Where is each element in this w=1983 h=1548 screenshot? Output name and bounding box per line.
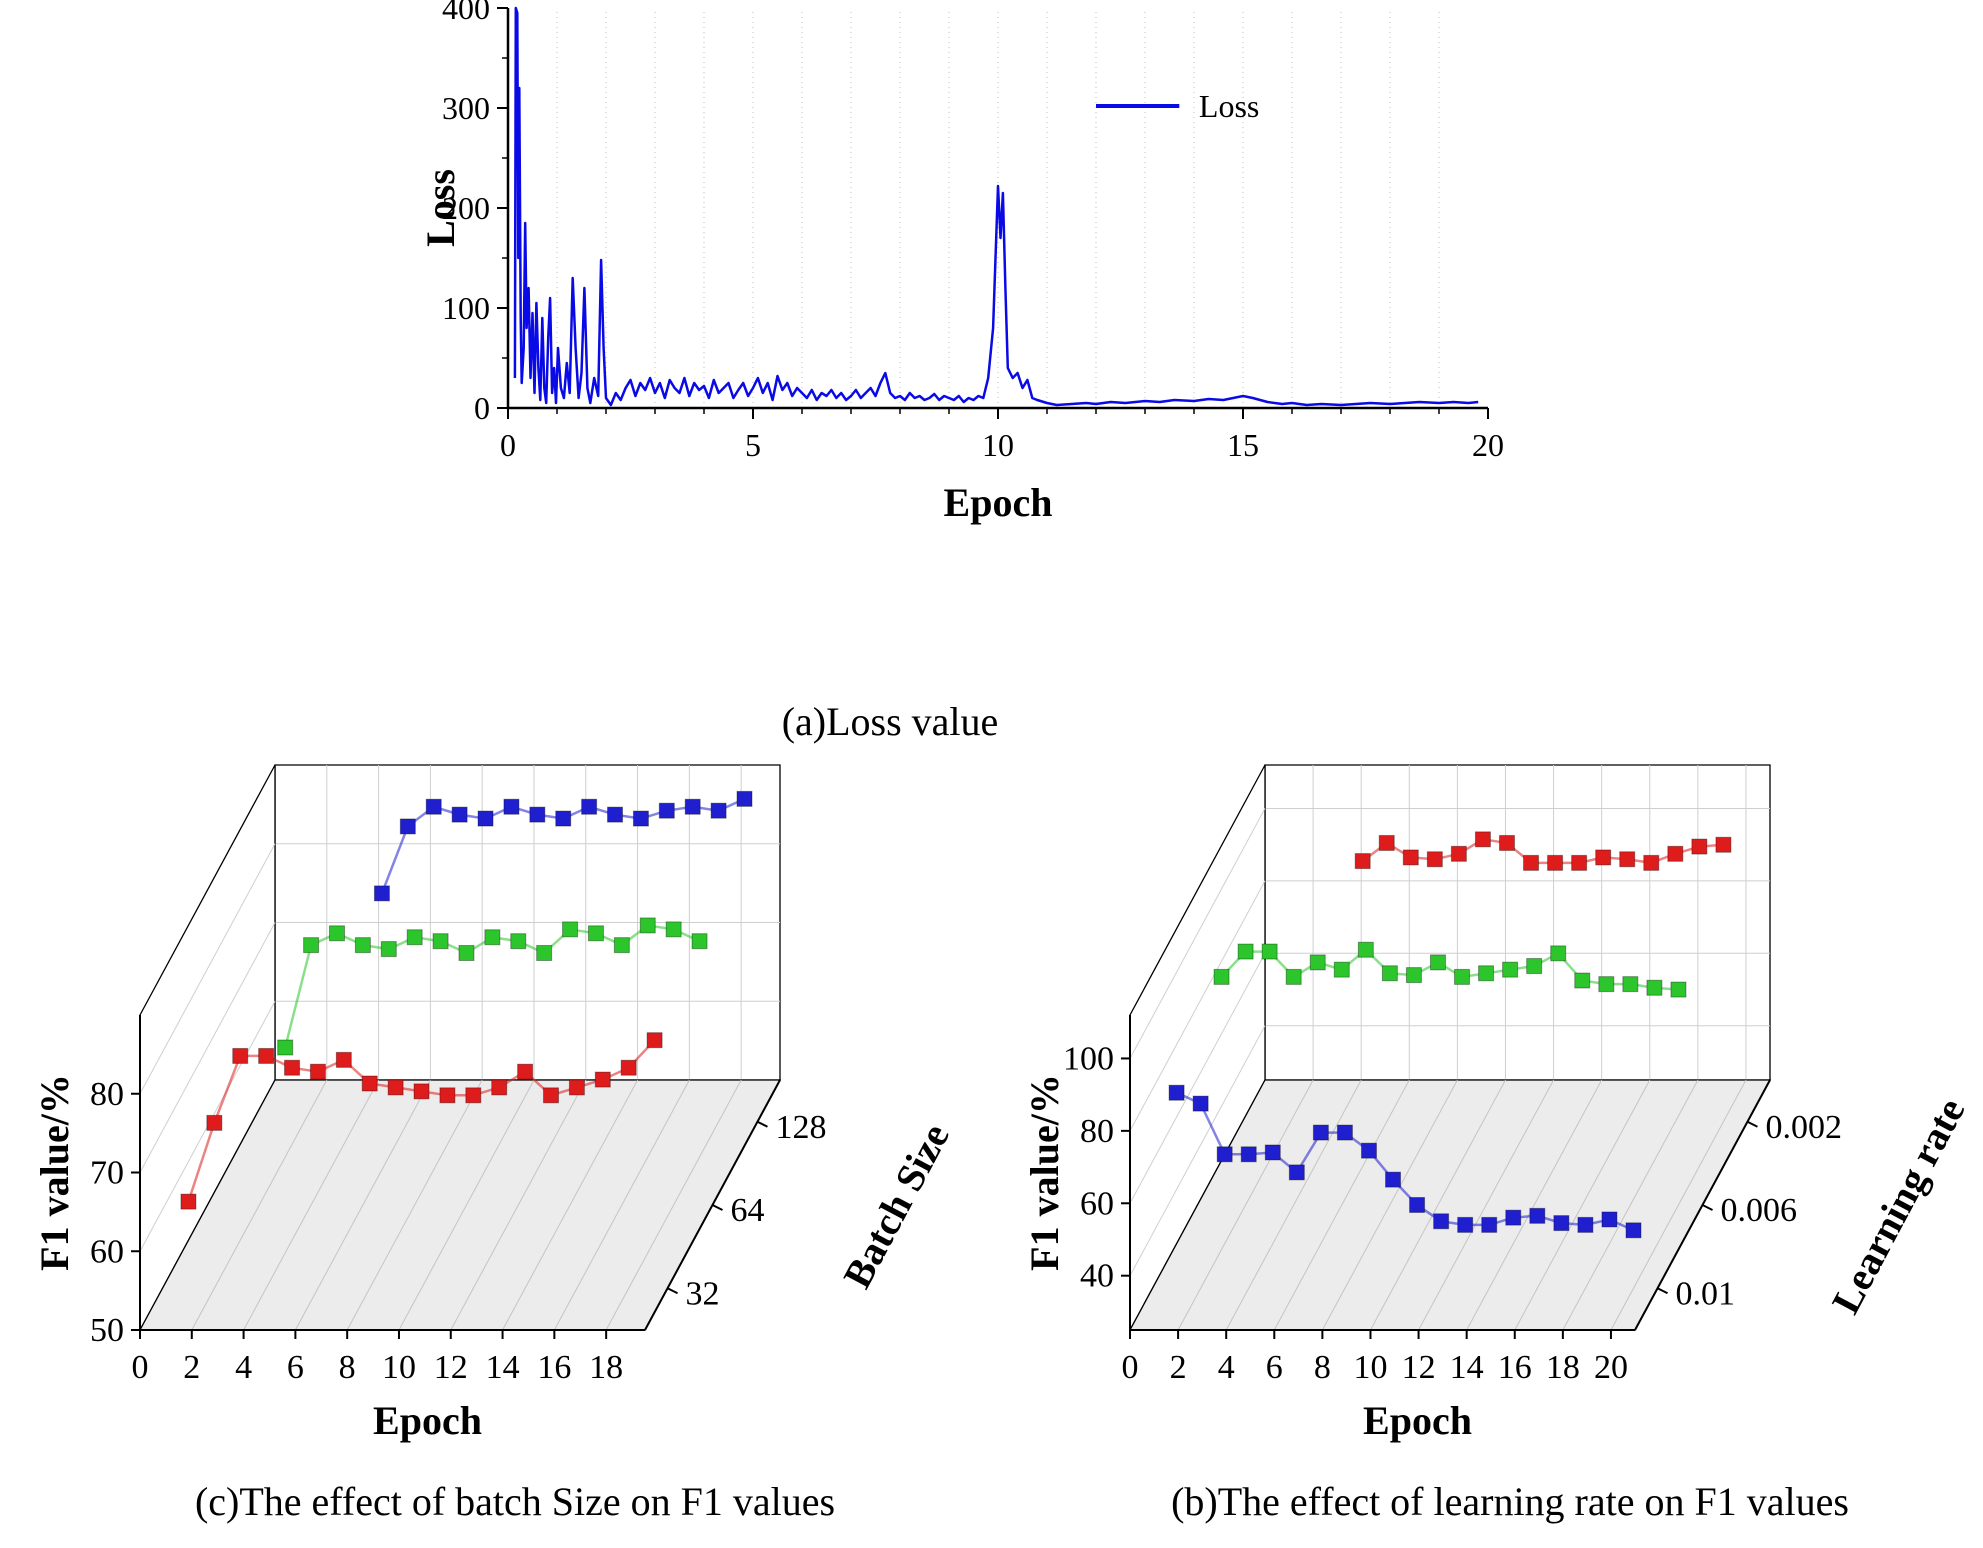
- svg-text:400: 400: [442, 0, 490, 26]
- caption-batch-size: (c)The effect of batch Size on F1 values: [194, 1479, 836, 1524]
- svg-text:F1 value/%: F1 value/%: [40, 1074, 77, 1271]
- svg-text:14: 14: [486, 1349, 520, 1386]
- svg-text:15: 15: [1227, 427, 1259, 463]
- svg-text:20: 20: [1472, 427, 1504, 463]
- batch-size-chart-svg: 0 2 4 6 8 10 12 14 16 18 50 60 70 80 32 64 128 Epoch F1 va…: [32, 764, 958, 1443]
- svg-text:0.01: 0.01: [1676, 1275, 1736, 1312]
- svg-text:6: 6: [287, 1349, 304, 1386]
- caption-learning-rate: (b)The effect of learning rate on F1 val…: [1171, 1479, 1849, 1524]
- svg-text:Loss: Loss: [1199, 88, 1259, 124]
- svg-text:16: 16: [1498, 1349, 1532, 1386]
- svg-text:14: 14: [1450, 1349, 1484, 1386]
- svg-text:2: 2: [1170, 1349, 1187, 1386]
- svg-text:4: 4: [235, 1349, 252, 1386]
- svg-text:0: 0: [500, 427, 516, 463]
- svg-text:18: 18: [589, 1349, 623, 1386]
- svg-text:4: 4: [1218, 1349, 1235, 1386]
- svg-text:Epoch: Epoch: [1363, 1398, 1472, 1443]
- loss-chart: 0 5 10 15 20 0 100 200 300 400 Loss Epoch Loss: [418, 0, 1570, 655]
- caption-loss: (a)Loss value: [781, 699, 999, 744]
- svg-text:128: 128: [775, 1109, 826, 1146]
- svg-text:300: 300: [442, 90, 490, 126]
- svg-text:F1 value/%: F1 value/%: [1030, 1074, 1067, 1271]
- svg-text:12: 12: [434, 1349, 468, 1386]
- svg-text:8: 8: [339, 1349, 356, 1386]
- svg-text:12: 12: [1402, 1349, 1436, 1386]
- svg-text:6: 6: [1266, 1349, 1283, 1386]
- svg-text:200: 200: [442, 190, 490, 226]
- svg-text:Epoch: Epoch: [373, 1398, 482, 1443]
- svg-text:60: 60: [90, 1233, 124, 1270]
- svg-text:5: 5: [745, 427, 761, 463]
- svg-text:32: 32: [686, 1275, 720, 1312]
- svg-text:0: 0: [474, 390, 490, 426]
- svg-text:80: 80: [1080, 1113, 1114, 1150]
- svg-text:16: 16: [537, 1349, 571, 1386]
- svg-text:10: 10: [1353, 1349, 1387, 1386]
- learning-rate-chart: 0 2 4 6 8 10 12 14 16 18 20 40 60 80 100 0.01 0.006 0.002…: [1022, 760, 1983, 1465]
- batch-size-chart: 0 2 4 6 8 10 12 14 16 18 50 60 70 80 32 64 128 Epoch F1 va…: [32, 760, 1020, 1465]
- svg-text:40: 40: [1080, 1258, 1114, 1295]
- svg-text:80: 80: [90, 1076, 124, 1113]
- svg-text:0: 0: [132, 1349, 149, 1386]
- svg-text:Loss: Loss: [420, 169, 463, 247]
- learning-rate-chart-svg: 0 2 4 6 8 10 12 14 16 18 20 40 60 80 100 0.01 0.006 0.002…: [1022, 764, 1974, 1443]
- svg-text:8: 8: [1314, 1349, 1331, 1386]
- svg-text:20: 20: [1594, 1349, 1628, 1386]
- svg-text:0.002: 0.002: [1765, 1109, 1842, 1146]
- svg-text:10: 10: [382, 1349, 416, 1386]
- svg-text:0.006: 0.006: [1721, 1192, 1798, 1229]
- svg-text:60: 60: [1080, 1185, 1114, 1222]
- svg-text:Batch Size: Batch Size: [834, 1116, 958, 1295]
- svg-text:18: 18: [1546, 1349, 1580, 1386]
- svg-text:0: 0: [1122, 1349, 1139, 1386]
- svg-text:100: 100: [1063, 1040, 1114, 1077]
- svg-text:64: 64: [731, 1192, 765, 1229]
- svg-text:10: 10: [982, 427, 1014, 463]
- svg-text:Learning rate: Learning rate: [1823, 1091, 1974, 1321]
- svg-text:100: 100: [442, 290, 490, 326]
- svg-text:50: 50: [90, 1312, 124, 1349]
- svg-text:70: 70: [90, 1155, 124, 1192]
- svg-text:Epoch: Epoch: [944, 480, 1053, 525]
- svg-text:2: 2: [183, 1349, 200, 1386]
